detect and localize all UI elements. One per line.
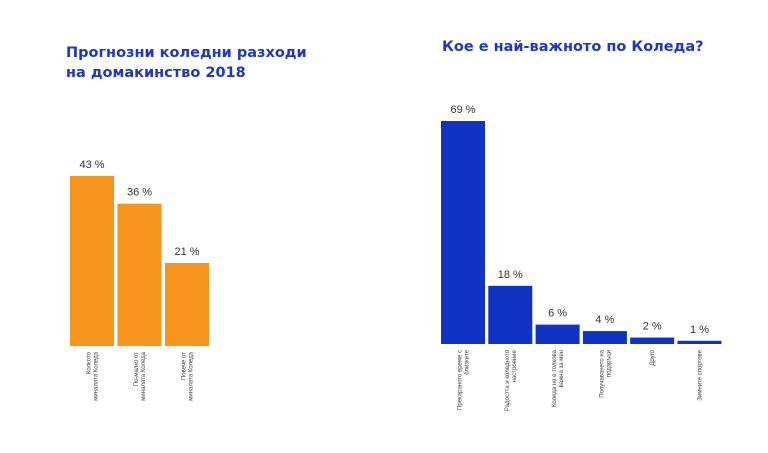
- category-label: Радостта и коледното настроение: [505, 349, 518, 411]
- bar-value-label: 43 %: [79, 159, 104, 171]
- category-label: Прекараното време с близките: [458, 349, 471, 410]
- bar-value-label: 21 %: [174, 246, 199, 258]
- bar: [582, 331, 627, 344]
- category-label-line: По-малко от: [134, 352, 140, 387]
- category-label-line: важна за мен: [559, 350, 565, 387]
- bar-value-label: 69 %: [450, 104, 475, 116]
- category-label: Коледа не е толкова важна за мен: [552, 349, 565, 407]
- category-label-line: Колкото: [87, 351, 93, 374]
- category-label-line: миналата Коледа: [189, 351, 195, 400]
- chart-title-spending: Прогнозни коледни разходи на домакинство…: [66, 43, 346, 83]
- category-label-line: Повече от: [182, 352, 188, 380]
- category-label-line: Прекараното време с: [458, 350, 464, 410]
- bar: [70, 176, 114, 346]
- importance-chart: 69 % Прекараното време с близките 18 % Радос…: [441, 104, 722, 411]
- category-label-line: настроение: [512, 349, 518, 382]
- category-label-line: Коледа не е толкова: [552, 349, 558, 407]
- category-label-line: миналата Коледа: [94, 351, 100, 400]
- category-label-line: Получаването на: [599, 349, 605, 397]
- chart-title-importance: Кое е най-важното по Коледа?: [442, 37, 742, 57]
- category-label: Получаването на подаръци: [599, 349, 612, 397]
- bar: [677, 340, 722, 344]
- title-line: на домакинство 2018: [66, 65, 246, 81]
- category-label: Друго: [650, 349, 656, 365]
- bar: [535, 324, 580, 344]
- category-label-line: Друго: [650, 349, 656, 365]
- bar-value-label: 36 %: [127, 187, 152, 199]
- category-label: По-малко от миналата Коледа: [134, 351, 147, 400]
- category-label-line: близките: [465, 349, 471, 374]
- bar: [488, 285, 533, 344]
- bar: [165, 262, 209, 346]
- bar-value-label: 18 %: [498, 269, 523, 281]
- bar-value-label: 2 %: [643, 321, 662, 333]
- bar-value-label: 4 %: [595, 314, 614, 326]
- category-label: Колкото миналата Коледа: [87, 351, 100, 400]
- bar: [117, 203, 162, 346]
- title-line: Кое е най-важното по Коледа?: [442, 39, 704, 55]
- category-label-line: Радостта и коледното: [505, 349, 511, 411]
- category-label-line: подаръци: [606, 350, 612, 377]
- bar: [630, 337, 675, 344]
- category-label-line: Зимните спортове: [698, 349, 704, 400]
- title-line: Прогнозни коледни разходи: [66, 45, 307, 61]
- category-label-line: миналата Коледа: [141, 351, 147, 400]
- bar-value-label: 6 %: [548, 308, 567, 320]
- bar: [441, 121, 485, 344]
- bar-value-label: 1 %: [690, 324, 709, 336]
- category-label: Повече от миналата Коледа: [182, 351, 195, 400]
- category-label: Зимните спортове: [698, 349, 704, 400]
